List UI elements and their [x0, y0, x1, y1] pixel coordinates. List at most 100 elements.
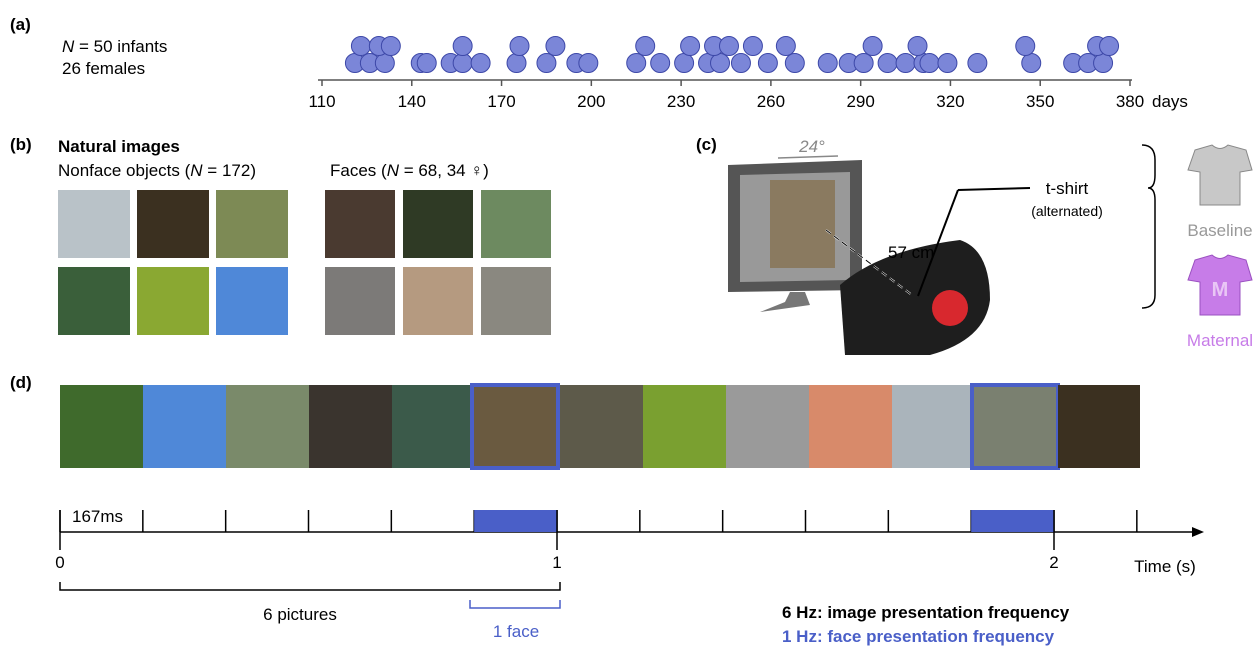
image: [58, 267, 130, 335]
image: [137, 190, 209, 258]
infant-dot: [757, 53, 778, 73]
image: [403, 190, 473, 258]
infant-dot: [1015, 36, 1036, 56]
infant-dot: [710, 53, 731, 73]
image: [325, 267, 395, 335]
infant-dot: [1099, 36, 1120, 56]
axis-unit: days: [1152, 92, 1188, 111]
image: [392, 385, 475, 468]
image: [309, 385, 392, 468]
angle-arrow: [777, 155, 839, 159]
infant-dot: [650, 53, 671, 73]
angle-label: 24°: [798, 137, 825, 156]
infant-dot: [545, 36, 566, 56]
infant-dot: [536, 53, 557, 73]
sample-size: N = 50 infants: [62, 37, 167, 56]
image: [892, 385, 975, 468]
infant-dot: [506, 53, 527, 73]
infant-dot: [775, 36, 796, 56]
duration-label: 167ms: [72, 507, 123, 526]
infant-dot: [380, 36, 401, 56]
infant-dot: [862, 36, 883, 56]
tshirt-label: t-shirt: [1046, 179, 1089, 198]
infant-dot: [853, 53, 874, 73]
infant-dot: [626, 53, 647, 73]
infant-dot: [730, 53, 751, 73]
infant-dot: [895, 53, 916, 73]
image: [58, 190, 130, 258]
time-tick-label: 2: [1049, 553, 1058, 572]
tick-label: 350: [1026, 92, 1054, 111]
panel-label: (b): [10, 135, 32, 154]
image-grid: [58, 190, 551, 335]
face-photo: [770, 180, 835, 268]
infant-dot: [877, 53, 898, 73]
image: [726, 385, 809, 468]
text-part: Faces (: [330, 161, 387, 180]
tick-label: 320: [936, 92, 964, 111]
text-part: N: [62, 37, 75, 56]
tick-label: 140: [398, 92, 426, 111]
image-frequency: 6 Hz: image presentation frequency: [782, 603, 1070, 622]
face-frequency: 1 Hz: face presentation frequency: [782, 627, 1055, 646]
arrow-head: [1192, 527, 1204, 537]
infant-dot: [452, 53, 473, 73]
tick-label: 200: [577, 92, 605, 111]
shirt-letter: M: [1212, 279, 1229, 301]
face-interval: [971, 510, 1054, 532]
text-part: = 50 infants: [74, 37, 167, 56]
panel-label: (d): [10, 373, 32, 392]
pictures-label: 6 pictures: [263, 605, 337, 624]
time-tick-label: 1: [552, 553, 561, 572]
infant-dot: [937, 53, 958, 73]
infant-dot: [784, 53, 805, 73]
image: [216, 267, 288, 335]
setup-illustration: [728, 144, 1253, 355]
infant-dot: [452, 36, 473, 56]
image: [481, 267, 551, 335]
distance-label: 57 cm: [888, 243, 934, 262]
face-image: [970, 383, 1060, 470]
text-part: N: [190, 161, 203, 180]
toy: [932, 290, 968, 326]
maternal-shirt: [1187, 254, 1253, 316]
image: [560, 385, 643, 468]
stand: [760, 292, 810, 312]
time-axis-label: Time (s): [1134, 557, 1196, 576]
face-label: 1 face: [493, 622, 539, 641]
infant-dot: [674, 53, 695, 73]
section-title: Natural images: [58, 137, 180, 156]
pointer: [917, 189, 959, 297]
image: [1058, 385, 1140, 468]
infant-dot: [635, 36, 656, 56]
tick-label: 110: [308, 92, 335, 111]
text-part: = 68, 34 ♀): [399, 161, 489, 180]
image: [643, 385, 726, 468]
text-part: Nonface objects (: [58, 161, 191, 180]
baseline-shirt: [1187, 144, 1253, 206]
text-part: N: [387, 161, 400, 180]
tick-label: 260: [757, 92, 785, 111]
pictures-bracket: [59, 582, 561, 591]
nonface-label: Nonface objects (N = 172): [58, 161, 256, 180]
text-part: = 172): [203, 161, 256, 180]
infant-dot: [1021, 53, 1042, 73]
infant-dot: [374, 53, 395, 73]
infant-dot: [742, 36, 763, 56]
bracket: [1141, 144, 1156, 309]
infant-dot: [416, 53, 437, 73]
face-bracket: [469, 600, 561, 609]
infant-dot: [919, 53, 940, 73]
infant-dot: [718, 36, 739, 56]
time-tick-label: 0: [55, 553, 64, 572]
tick-label: 380: [1116, 92, 1144, 111]
infant-dot: [470, 53, 491, 73]
tick-label: 170: [487, 92, 515, 111]
infant-dot: [1093, 53, 1114, 73]
image-strip: [60, 383, 1140, 470]
pointer: [957, 187, 1031, 191]
image: [137, 267, 209, 335]
maternal-label: Maternal: [1187, 331, 1253, 350]
